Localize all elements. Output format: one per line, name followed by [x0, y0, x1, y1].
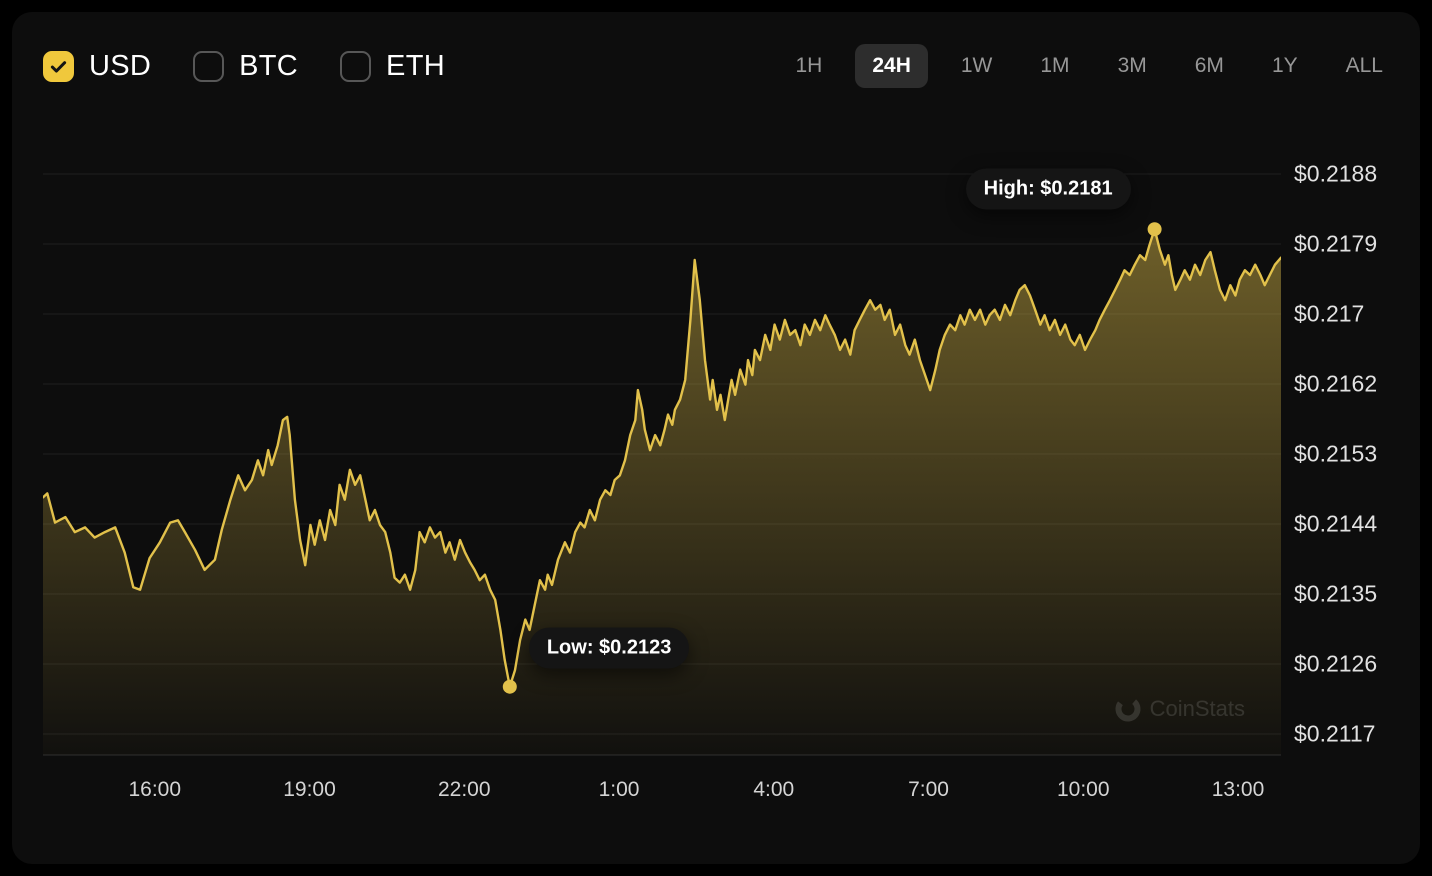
area-fill	[43, 229, 1281, 755]
low-point-marker	[502, 679, 517, 694]
currency-label-btc: BTC	[239, 49, 299, 82]
range-tab-1m[interactable]: 1M	[1040, 54, 1070, 77]
checkbox-unchecked-icon[interactable]	[340, 50, 372, 82]
y-axis: $0.2188 $0.2179 $0.217 $0.2162 $0.2153 $0.214…	[1281, 130, 1420, 830]
range-tab-all[interactable]: ALL	[1345, 54, 1383, 77]
watermark-text: CoinStats	[1149, 696, 1245, 721]
x-axis-label: 7:00	[908, 778, 949, 801]
low-tooltip-label: Low: $0.2123	[546, 636, 672, 659]
price-line	[43, 228, 1281, 688]
range-tab-24h[interactable]: 24H	[855, 44, 928, 88]
y-axis-label: $0.2153	[1294, 440, 1378, 467]
currency-toggle-group: USD BTC ETH	[43, 50, 445, 83]
price-chart-card: USD BTC ETH 1H 24H 1W 1M 3M 6M 1Y ALL High: $0.21…	[12, 12, 1420, 864]
range-tab-1h[interactable]: 1H	[795, 54, 823, 77]
x-axis-label: 1:00	[598, 778, 640, 801]
plot[interactable]: High: $0.2181 Low: $0.2123 CoinStats 16:…	[43, 130, 1281, 830]
coinstats-logo-icon	[1115, 696, 1141, 722]
range-tab-group: 1H 24H 1W 1M 3M 6M 1Y ALL	[780, 44, 1398, 88]
x-axis: 16:00 19:00 22:00 1:00 4:00 7:00 10:00 13:00	[43, 778, 1281, 818]
y-axis-label: $0.2188	[1294, 160, 1378, 187]
x-axis-label: 16:00	[128, 778, 182, 801]
range-tab-3m[interactable]: 3M	[1117, 54, 1147, 77]
range-tab-1y[interactable]: 1Y	[1271, 54, 1298, 77]
currency-label-usd: USD	[89, 49, 152, 82]
y-axis-label: $0.2135	[1294, 580, 1378, 607]
range-tab-1w[interactable]: 1W	[960, 54, 993, 77]
coinstats-watermark: CoinStats	[1115, 696, 1245, 722]
y-axis-label: $0.2179	[1294, 230, 1378, 257]
y-axis-label: $0.2126	[1294, 650, 1378, 677]
chart-area: High: $0.2181 Low: $0.2123 CoinStats 16:…	[12, 130, 1420, 830]
currency-toggle-usd[interactable]: USD	[43, 50, 151, 83]
checkbox-unchecked-icon[interactable]	[193, 50, 225, 82]
range-tab-6m[interactable]: 6M	[1194, 54, 1224, 77]
price-chart-svg[interactable]	[43, 130, 1281, 770]
x-axis-label: 10:00	[1056, 778, 1110, 801]
currency-toggle-btc[interactable]: BTC	[193, 50, 298, 83]
topbar: USD BTC ETH 1H 24H 1W 1M 3M 6M 1Y ALL	[12, 12, 1420, 88]
y-axis-label: $0.217	[1294, 300, 1365, 327]
high-tooltip: High: $0.2181	[965, 168, 1131, 210]
high-point-marker	[1147, 222, 1162, 237]
checkbox-checked-icon[interactable]	[43, 50, 74, 82]
x-axis-label: 19:00	[283, 778, 336, 801]
currency-toggle-eth[interactable]: ETH	[340, 50, 445, 83]
low-tooltip: Low: $0.2123	[528, 627, 690, 669]
y-axis-label: $0.2117	[1294, 720, 1376, 747]
x-axis-label: 13:00	[1211, 778, 1265, 801]
currency-label-eth: ETH	[386, 49, 445, 82]
high-tooltip-label: High: $0.2181	[983, 177, 1113, 200]
y-axis-label: $0.2162	[1294, 370, 1378, 397]
y-axis-label: $0.2144	[1294, 510, 1378, 537]
x-axis-label: 22:00	[437, 778, 491, 801]
x-axis-label: 4:00	[753, 778, 795, 801]
